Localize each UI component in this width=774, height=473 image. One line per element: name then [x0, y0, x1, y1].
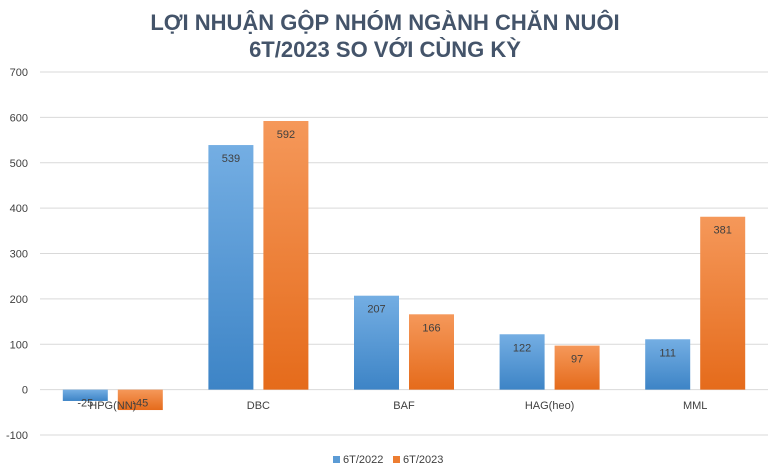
legend: 6T/2022 6T/2023	[333, 454, 443, 466]
data-label: 122	[513, 342, 531, 354]
bar-6T/2023-DBC	[263, 121, 309, 390]
y-axis-ticks: -100 0 100 200 300 400 500 600 700	[6, 67, 28, 442]
data-label: 97	[571, 354, 583, 366]
bar-6T/2023-HPG(NN)	[117, 389, 163, 411]
legend-swatch	[393, 456, 400, 463]
bar-6T/2023-MML	[700, 216, 746, 390]
bar-6T/2023-BAF	[409, 314, 454, 390]
bars	[62, 121, 746, 411]
data-label: -45	[132, 398, 148, 410]
bar-6T/2023-HAG(heo)	[554, 345, 600, 390]
chart-title-line1: LỢI NHUẬN GỘP NHÓM NGÀNH CHĂN NUÔI	[150, 10, 619, 35]
data-label: 592	[277, 129, 295, 141]
category-label: HAG(heo)	[525, 400, 575, 412]
data-labels: -25 -45 539 592 207 166 122 97 111 381	[77, 129, 732, 410]
y-tick-label: -100	[6, 430, 28, 442]
category-label: BAF	[393, 400, 415, 412]
category-label: MML	[683, 400, 707, 412]
bar-6T/2022-HPG(NN)	[62, 389, 108, 401]
y-tick-label: 600	[10, 112, 28, 124]
y-tick-label: 100	[10, 339, 28, 351]
legend-label: 6T/2023	[403, 454, 443, 466]
y-tick-label: 200	[10, 294, 28, 306]
data-label: 111	[659, 347, 676, 359]
bar-6T/2022-MML	[645, 339, 691, 390]
legend-label: 6T/2022	[343, 454, 383, 466]
y-tick-label: 0	[22, 385, 28, 397]
y-tick-label: 500	[10, 158, 28, 170]
bar-6T/2022-BAF	[354, 295, 399, 390]
data-label: 166	[422, 322, 440, 334]
category-label: DBC	[247, 400, 270, 412]
data-label: 207	[367, 304, 385, 316]
y-tick-label: 300	[10, 249, 28, 261]
data-label: 381	[714, 225, 732, 237]
y-tick-label: 700	[10, 67, 28, 79]
chart-title-line2: 6T/2023 SO VỚI CÙNG KỲ	[249, 37, 521, 62]
bar-6T/2022-HAG(heo)	[499, 334, 545, 390]
data-label: 539	[222, 153, 240, 165]
legend-swatch	[333, 456, 340, 463]
y-tick-label: 400	[10, 203, 28, 215]
category-label: HPG(NN)	[89, 400, 136, 412]
bar-6T/2022-DBC	[208, 145, 254, 390]
data-label: -25	[77, 398, 93, 410]
category-labels: HPG(NN) DBC BAF HAG(heo) MML	[89, 400, 707, 412]
